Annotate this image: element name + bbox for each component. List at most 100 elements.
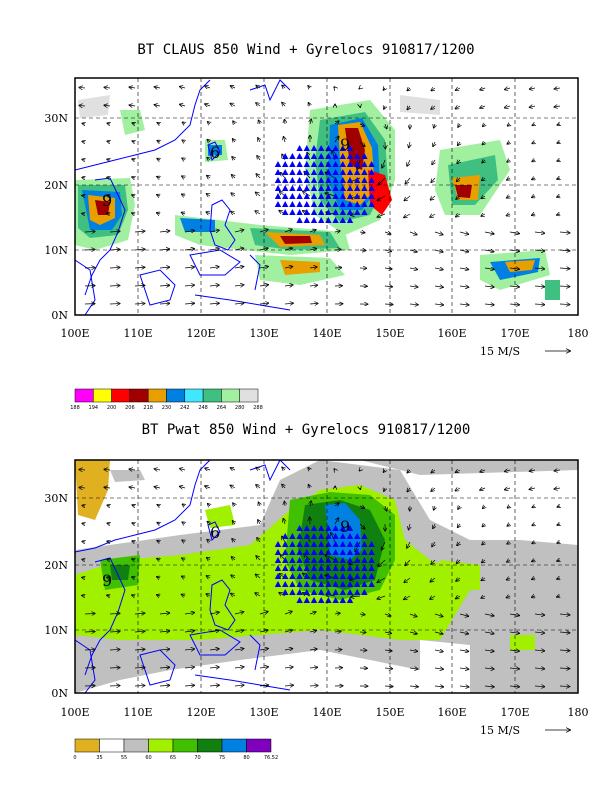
wind-vector [79, 87, 86, 88]
gyreloc-triangle [346, 533, 354, 539]
wind-vector [405, 177, 411, 184]
wind-vector [507, 178, 510, 180]
gyreloc-triangle [310, 581, 318, 587]
gyreloc-triangle [289, 589, 296, 595]
gyreloc-triangle [282, 589, 289, 595]
wind-vector [409, 268, 417, 269]
gyreloc-triangle [361, 541, 368, 547]
wind-vector [157, 159, 160, 160]
wind-vector [284, 667, 293, 668]
gyreloc-triangle [296, 201, 303, 207]
wind-vector [331, 533, 336, 543]
gyreloc-triangle [332, 193, 339, 199]
gyreloc-triangle [354, 153, 361, 159]
wind-vector [409, 632, 417, 634]
wind-vector [256, 174, 261, 179]
gyreloc-triangle [332, 217, 339, 223]
gyreloc-triangle [325, 565, 332, 571]
wind-vector [480, 470, 486, 472]
gyreloc-triangle [361, 201, 368, 207]
wind-vector [377, 577, 386, 582]
wind-vector [129, 487, 136, 488]
wind-vector [184, 285, 194, 286]
wind-vector [134, 685, 145, 686]
wind-vector [282, 102, 285, 106]
wind-vector [184, 303, 194, 304]
wind-vector [209, 685, 219, 686]
wind-vector [309, 685, 318, 686]
gyreloc-triangle [346, 145, 354, 151]
wind-vector [377, 195, 386, 201]
wind-vector [132, 213, 135, 214]
svg-text:170E: 170E [500, 706, 529, 719]
gyreloc-triangle [354, 169, 361, 175]
colorbar-swatch [221, 388, 240, 403]
gyreloc-triangle [332, 557, 339, 563]
colorbar-label: 288 [253, 405, 263, 411]
gyreloc-triangle [354, 193, 361, 199]
svg-text:140E: 140E [312, 706, 341, 719]
wind-vector [404, 595, 411, 599]
wind-vector [259, 229, 268, 232]
wind-vector [509, 304, 519, 305]
wind-vector [231, 193, 236, 196]
gyreloc-triangle [318, 589, 325, 595]
wind-vector [207, 158, 210, 160]
wind-vector [480, 88, 486, 90]
gyreloc-triangle [296, 153, 303, 159]
gyreloc-triangle [361, 589, 368, 595]
wind-vector [180, 104, 186, 106]
wind-vector [284, 267, 293, 268]
gyreloc-triangle [274, 581, 282, 587]
gyreloc-triangle [274, 201, 282, 207]
wind-vector [480, 106, 486, 108]
wind-vector [132, 523, 135, 524]
wind-vector [84, 231, 95, 232]
wind-vector [482, 160, 485, 163]
wind-vector [459, 232, 469, 234]
gyreloc-triangle [361, 533, 368, 539]
wind-vector [433, 523, 435, 528]
gyreloc-triangle [346, 169, 354, 175]
gyreloc-triangle [296, 217, 303, 223]
wind-vector [409, 141, 410, 148]
wind-vector [256, 556, 261, 561]
gyreloc-triangle [310, 597, 318, 603]
wind-vector [107, 541, 110, 542]
svg-text:120E: 120E [186, 327, 215, 340]
panel-2-symbol-6: 6 [210, 523, 220, 542]
wind-vector [182, 558, 185, 560]
gyreloc-triangle [354, 209, 361, 215]
gyreloc-triangle [289, 549, 296, 555]
wind-vector [82, 577, 85, 578]
gyreloc-triangle [361, 209, 368, 215]
wind-vector [284, 501, 285, 507]
gyreloc-triangle [332, 573, 339, 579]
wind-vector [309, 248, 316, 250]
gyreloc-triangle [361, 581, 368, 587]
gyreloc-triangle [310, 549, 318, 555]
wind-vector [384, 268, 392, 269]
gyreloc-triangle [361, 177, 368, 183]
svg-text:150E: 150E [375, 327, 404, 340]
wind-vector [430, 577, 436, 582]
wind-vector [457, 542, 460, 545]
gyreloc-triangle [296, 549, 303, 555]
wind-vector [107, 123, 110, 124]
wind-vector [377, 213, 386, 217]
wind-vector [184, 667, 194, 668]
wind-vector [134, 303, 145, 304]
gyreloc-triangle [282, 573, 289, 579]
panel-2-x-axis: 100E 110E 120E 130E 140E 150E 160E 170E … [60, 706, 588, 719]
gyreloc-triangle [354, 177, 361, 183]
wind-vector [230, 468, 236, 470]
wind-vector [534, 304, 544, 305]
gyreloc-triangle [310, 589, 318, 595]
wind-vector [309, 612, 316, 614]
gyreloc-triangle [282, 185, 289, 191]
wind-vector [82, 523, 85, 524]
wind-vector [434, 614, 443, 617]
svg-text:110E: 110E [123, 327, 152, 340]
wind-vector [506, 596, 510, 598]
panel-2-symbol-9b: 9 [102, 571, 112, 590]
